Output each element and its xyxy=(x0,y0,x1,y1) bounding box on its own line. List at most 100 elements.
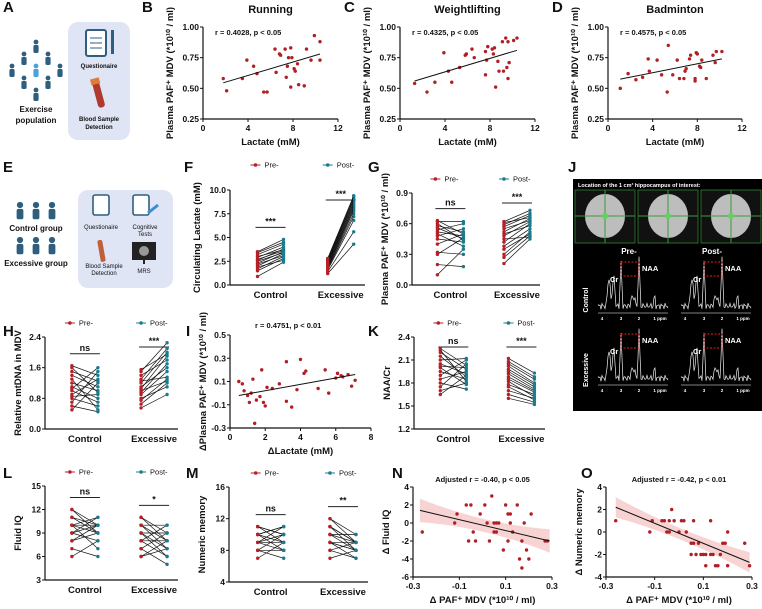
data-point xyxy=(284,75,288,79)
pre-point xyxy=(139,396,143,401)
data-point xyxy=(503,503,508,507)
significance-label: ns xyxy=(448,336,459,346)
data-point xyxy=(700,58,704,62)
legend-label: Pre- xyxy=(444,175,459,184)
pre-point xyxy=(502,247,506,251)
ppm-tick: 4 xyxy=(684,388,687,393)
data-point xyxy=(478,512,482,516)
person-icon xyxy=(9,63,15,69)
y-tick-label: 1.8 xyxy=(398,378,410,388)
data-point xyxy=(252,421,257,426)
data-point xyxy=(501,69,506,73)
regression-line xyxy=(419,509,550,542)
paired-line xyxy=(440,349,467,382)
paired-line xyxy=(140,363,168,393)
x-category-label: Control xyxy=(436,434,470,445)
data-point xyxy=(504,36,508,40)
data-point xyxy=(242,389,246,393)
pre-point xyxy=(139,546,143,551)
cr-label: Cr xyxy=(610,275,618,284)
questionnaire-label: Questionaire xyxy=(84,225,119,231)
paired-line xyxy=(503,217,531,223)
y-tick-label: 3 xyxy=(36,575,41,585)
post-point xyxy=(464,387,468,391)
mrs-pre-label: Pre- xyxy=(621,247,637,256)
legend-marker xyxy=(68,470,72,474)
x-axis-label: Δ PAF⁺ MDV (*10¹⁰ / ml) xyxy=(626,595,732,606)
paired-line xyxy=(71,517,99,534)
x-tick-label: 4 xyxy=(650,123,655,133)
data-point xyxy=(720,49,724,54)
data-point xyxy=(718,552,723,557)
data-point xyxy=(708,519,713,523)
paired-line xyxy=(140,359,168,376)
data-point xyxy=(493,85,498,89)
paired-line xyxy=(503,235,531,258)
pre-point xyxy=(256,556,260,560)
paired-line xyxy=(508,390,535,399)
data-point xyxy=(723,541,727,545)
data-point xyxy=(614,519,618,523)
paired-line xyxy=(437,228,464,237)
legend-label: Pre- xyxy=(79,319,94,328)
paired-line xyxy=(503,231,531,255)
pre-point xyxy=(70,392,74,397)
person-icon xyxy=(45,57,51,65)
paired-line xyxy=(140,532,168,549)
data-point xyxy=(716,564,720,568)
panel-letter: M xyxy=(186,465,199,482)
post-point xyxy=(461,238,466,242)
post-point xyxy=(352,218,356,223)
paired-line xyxy=(508,368,535,385)
panel-letter: E xyxy=(3,159,13,176)
data-point xyxy=(265,385,269,390)
post-point xyxy=(528,208,532,213)
data-point xyxy=(527,557,531,561)
paired-line xyxy=(257,241,284,254)
paired-line xyxy=(257,549,284,559)
post-point xyxy=(282,540,286,545)
pre-point xyxy=(70,515,74,520)
pre-point xyxy=(506,392,511,397)
data-point xyxy=(464,52,469,56)
correlation-annotation: r = 0.4575, p < 0.05 xyxy=(620,28,686,37)
legend-label: Post- xyxy=(513,175,531,184)
person-icon xyxy=(45,75,51,81)
panel-letter: I xyxy=(186,323,190,340)
ppm-tick: 2 xyxy=(638,388,641,393)
panel-d-chart: 0.25 0.50 0.75 1.00 Plasma PAF⁺ MDV (*10¹⁰ /… xyxy=(570,4,747,148)
data-point xyxy=(667,530,671,534)
pre-point xyxy=(435,262,440,267)
x-tick-label: 0.3 xyxy=(746,581,758,591)
paired-line xyxy=(437,231,464,237)
regression-line xyxy=(620,58,722,80)
blood-sample-label: Blood Sample xyxy=(79,117,120,123)
data-point xyxy=(483,503,487,507)
paired-line xyxy=(257,252,284,262)
person-icon xyxy=(32,236,40,244)
data-point xyxy=(302,84,306,88)
naa-label: NAA xyxy=(725,264,742,273)
data-point xyxy=(295,387,299,392)
data-point xyxy=(667,519,671,523)
post-point xyxy=(96,546,100,551)
significance-label: *** xyxy=(149,336,160,346)
paired-line xyxy=(140,517,168,534)
data-point xyxy=(670,507,674,512)
legend-marker xyxy=(433,177,438,181)
pre-point xyxy=(502,219,506,224)
x-tick-label: 4 xyxy=(443,123,448,133)
person-icon xyxy=(32,243,40,255)
x-category-label: Control xyxy=(68,434,102,445)
y-axis-label: Fluid IQ xyxy=(13,515,24,550)
post-point xyxy=(165,365,169,370)
y-tick-label: 0.5 xyxy=(214,330,226,340)
y-axis-label: Numeric memory xyxy=(197,495,208,573)
x-tick-label: 2 xyxy=(263,432,268,442)
data-point xyxy=(725,564,730,568)
panel-a-illustration: Exercise population Questionaire Blood S… xyxy=(9,22,130,140)
paired-line xyxy=(503,233,531,250)
paired-line xyxy=(140,380,168,391)
post-point xyxy=(281,237,286,242)
